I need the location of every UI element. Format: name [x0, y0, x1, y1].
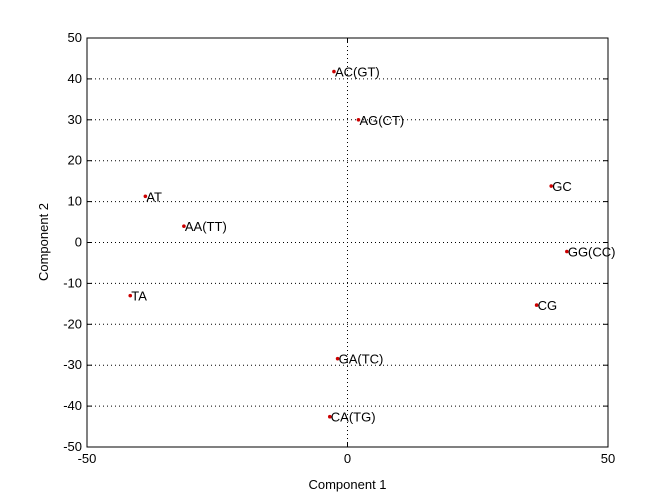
x-tick-label: -50	[78, 451, 97, 466]
data-point	[565, 249, 569, 254]
y-tick-label: 50	[68, 30, 82, 45]
x-tick-label: 50	[601, 451, 615, 466]
point-label: AA(TT)	[185, 219, 227, 234]
data-point	[332, 69, 336, 74]
data-point	[128, 293, 133, 298]
point-label: GA(TC)	[339, 352, 384, 367]
data-point	[549, 184, 554, 188]
data-point	[143, 194, 148, 199]
point-label: AG(CT)	[359, 113, 404, 128]
data-point	[335, 356, 340, 361]
data-point	[327, 414, 332, 419]
data-point	[534, 303, 539, 307]
y-axis-label: Component 2	[36, 203, 51, 281]
x-axis-label: Component 1	[308, 477, 386, 492]
y-tick-label: 10	[68, 194, 82, 209]
data-point	[182, 224, 186, 228]
x-tick-label: 0	[344, 451, 351, 466]
data-point	[356, 118, 361, 122]
point-label: TA	[131, 289, 147, 304]
y-tick-label: 0	[75, 235, 82, 250]
point-label: AC(GT)	[335, 65, 380, 80]
plot-frame	[86, 37, 609, 448]
y-tick-label: 40	[68, 71, 82, 86]
point-label: CG	[538, 298, 558, 313]
data-points: AC(GT) AG(CT) GC AT AA(TT) GG(CC) TA CG GA(TC) CA…	[128, 65, 616, 425]
y-tick-label: -50	[63, 439, 82, 454]
tick-labels: -50 -40 -30 -20 -10 0 10 20 30 40 50 -50 0 50	[63, 30, 615, 466]
grid-lines	[87, 38, 608, 447]
point-label: AT	[146, 189, 162, 204]
point-label: GC	[552, 179, 572, 194]
y-tick-label: -20	[63, 316, 82, 331]
point-label: CA(TG)	[331, 410, 376, 425]
point-label: GG(CC)	[568, 244, 616, 259]
y-tick-label: 30	[68, 112, 82, 127]
y-tick-label: 20	[68, 153, 82, 168]
y-tick-label: -40	[63, 398, 82, 413]
y-tick-label: -30	[63, 357, 82, 372]
y-tick-label: -10	[63, 275, 82, 290]
